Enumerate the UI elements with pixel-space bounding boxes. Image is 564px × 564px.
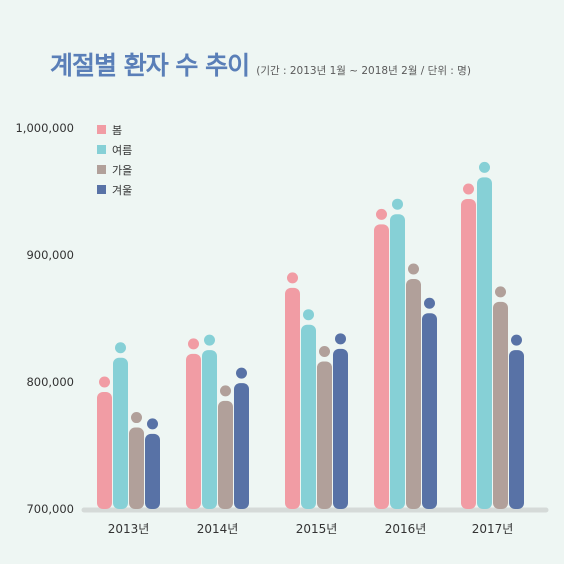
bar-dot: [115, 342, 126, 354]
chart-subtitle: (기간 : 2013년 1월 ~ 2018년 2월 / 단위 : 명): [256, 65, 471, 77]
bar-dot: [376, 208, 387, 220]
bar-dot: [319, 346, 330, 358]
bar: [390, 214, 405, 509]
bar: [186, 353, 201, 509]
bar: [422, 313, 437, 509]
bar: [461, 198, 476, 509]
chart-title-block: 계절별 환자 수 추이 (기간 : 2013년 1월 ~ 2018년 2월 / …: [50, 46, 471, 82]
bar-dot: [392, 198, 403, 210]
bar-dot: [236, 367, 247, 379]
bar-dot: [220, 385, 231, 397]
x-tick-label: 2017년: [472, 522, 514, 536]
bar: [145, 433, 160, 509]
bar-dot: [495, 286, 506, 298]
bar: [333, 348, 348, 509]
bar: [129, 427, 144, 509]
bar: [234, 383, 249, 509]
legend-label: 봄: [112, 124, 122, 137]
y-tick-label: 900,000: [26, 248, 74, 262]
bar-dot: [188, 338, 199, 350]
bar-dot: [287, 272, 298, 284]
legend-label: 여름: [112, 144, 132, 157]
x-tick-label: 2016년: [385, 522, 427, 536]
legend-label: 가을: [112, 164, 132, 177]
bar-dot: [99, 376, 110, 388]
chart-title: 계절별 환자 수 추이: [50, 51, 250, 80]
bar-dot: [335, 333, 346, 345]
x-tick-label: 2015년: [296, 522, 338, 536]
legend-swatch: [97, 185, 106, 194]
bar-dot: [408, 263, 419, 275]
bar: [477, 177, 492, 509]
x-tick-label: 2013년: [108, 522, 150, 536]
legend-swatch: [97, 125, 106, 134]
bar-dot: [147, 418, 158, 430]
bar-dot: [479, 161, 490, 173]
y-tick-label: 700,000: [26, 502, 74, 516]
bar: [374, 224, 389, 510]
bar: [317, 361, 332, 509]
legend-swatch: [97, 165, 106, 174]
legend-swatch: [97, 145, 106, 154]
bar-dot: [463, 183, 474, 195]
legend-label: 겨울: [112, 184, 132, 197]
x-tick-label: 2014년: [197, 522, 239, 536]
bar: [113, 357, 128, 509]
bar: [285, 287, 300, 509]
bar-dot: [204, 334, 215, 346]
y-tick-label: 1,000,000: [15, 121, 74, 135]
bar: [202, 350, 217, 509]
bar-dot: [303, 309, 314, 321]
bar-dot: [511, 334, 522, 346]
bar: [406, 278, 421, 509]
bar: [493, 301, 508, 509]
bar-dot: [131, 412, 142, 424]
bar: [218, 400, 233, 509]
y-tick-label: 800,000: [26, 375, 74, 389]
bar: [509, 350, 524, 509]
bar: [97, 392, 112, 509]
bar-dot: [424, 297, 435, 309]
bar: [301, 324, 316, 509]
